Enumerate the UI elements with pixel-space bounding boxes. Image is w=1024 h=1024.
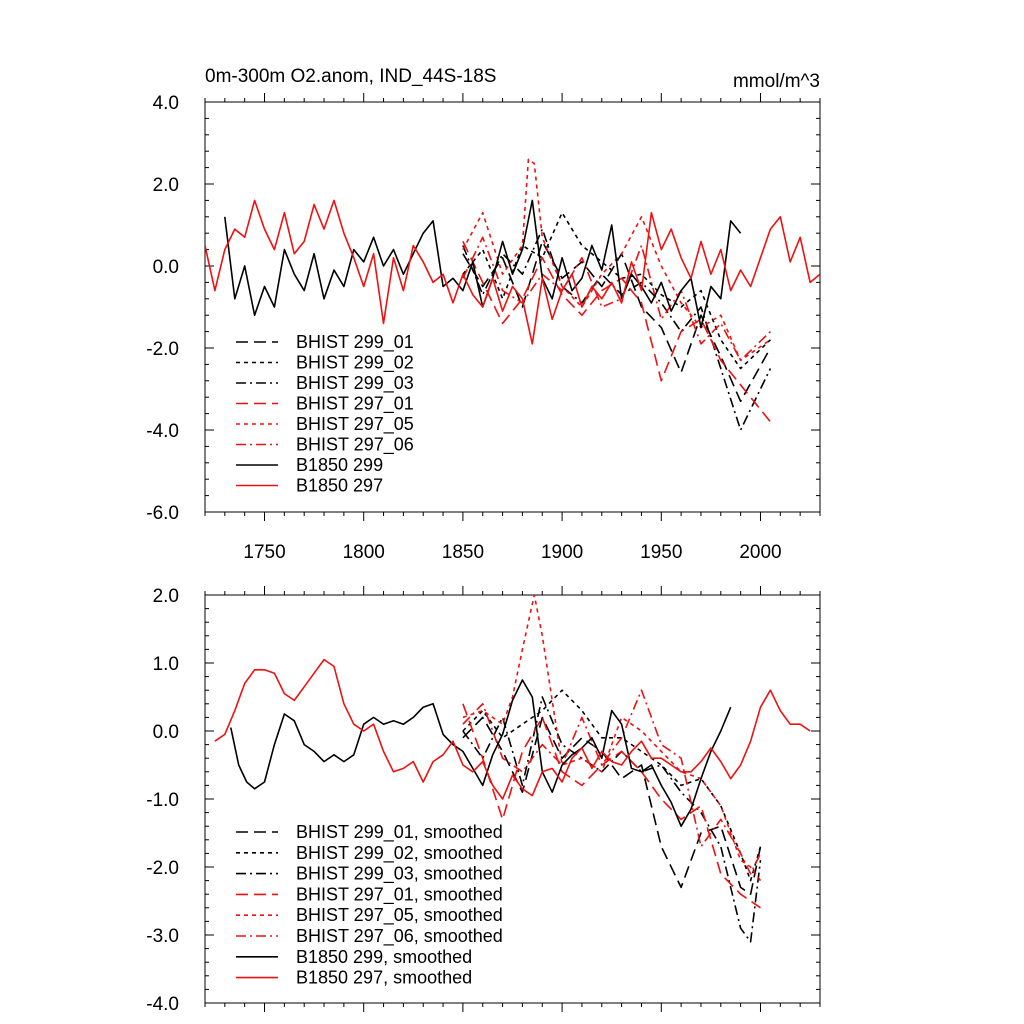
- chart-units: mmol/m^3: [733, 71, 820, 92]
- legend-entry: BHIST 299_01, smoothed: [296, 822, 503, 843]
- legend-entry: BHIST 299_03: [296, 373, 414, 394]
- x-tick-label: 1800: [343, 542, 385, 563]
- legend-entry: BHIST 297_06: [296, 435, 414, 456]
- y-tick-label: 0.0: [153, 257, 179, 278]
- series-line: [462, 236, 771, 362]
- series-line: [462, 689, 762, 875]
- legend-entry: BHIST 297_06, smoothed: [296, 926, 503, 947]
- series-line: [205, 199, 820, 345]
- y-tick-label: 4.0: [153, 93, 179, 114]
- series-line: [462, 158, 771, 362]
- x-tick-label: 2000: [739, 542, 781, 563]
- chart-panel-2: 2.0 1.0 0.0 -1.0 -2.0 -3.0 -4.0 BHIST 299_01, s…: [146, 586, 821, 1015]
- y-tick-label: -2.0: [146, 339, 179, 360]
- series-line: [462, 696, 762, 943]
- plot-frame: [204, 101, 821, 513]
- legend-entry: B1850 297: [296, 476, 383, 496]
- legend-entry: BHIST 299_02: [296, 353, 414, 374]
- y-tick-label: -1.0: [146, 790, 179, 811]
- x-tick-label: 1950: [640, 542, 682, 563]
- legend-entry: BHIST 297_05: [296, 414, 414, 435]
- series-line: [462, 241, 772, 423]
- series-line: [462, 595, 762, 882]
- legend-entry: BHIST 299_02, smoothed: [296, 843, 503, 864]
- y-tick-label: -4.0: [146, 994, 179, 1015]
- legend-entry: BHIST 297_05, smoothed: [296, 905, 503, 926]
- series-group: [214, 595, 811, 943]
- legend-entry: BHIST 299_01: [296, 332, 414, 353]
- y-tick-label: -3.0: [146, 926, 179, 947]
- series-line: [462, 689, 762, 882]
- series-line: [462, 211, 771, 370]
- legend-entry: B1850 299, smoothed: [296, 947, 472, 967]
- legend-entry: B1850 299: [296, 455, 383, 475]
- series-line: [214, 658, 811, 800]
- x-tick-label: 1750: [243, 542, 285, 563]
- legend-entry: B1850 297, smoothed: [296, 968, 472, 988]
- x-tick-label: 1850: [442, 542, 484, 563]
- chart-title: 0m-300m O2.anom, IND_44S-18S: [205, 66, 496, 87]
- series-line: [224, 199, 742, 329]
- chart-panel-1: 4.0 2.0 0.0 -2.0 -4.0 -6.0 1750 1800 1850 1900 195…: [146, 66, 821, 563]
- y-tick-label: -2.0: [146, 858, 179, 879]
- y-tick-label: -4.0: [146, 421, 179, 442]
- series-line: [230, 679, 732, 828]
- y-tick-label: 0.0: [153, 722, 179, 743]
- x-tick-label: 1900: [541, 542, 583, 563]
- y-tick-label: 2.0: [153, 175, 179, 196]
- legend-entry: BHIST 299_03, smoothed: [296, 864, 503, 885]
- legend-entry: BHIST 297_01: [296, 394, 414, 415]
- legend-entry: BHIST 297_01, smoothed: [296, 884, 503, 905]
- series-group: [205, 158, 820, 431]
- y-tick-label: 2.0: [153, 586, 179, 607]
- y-tick-label: -6.0: [146, 503, 179, 524]
- y-tick-label: 1.0: [153, 654, 179, 675]
- series-line: [462, 703, 761, 909]
